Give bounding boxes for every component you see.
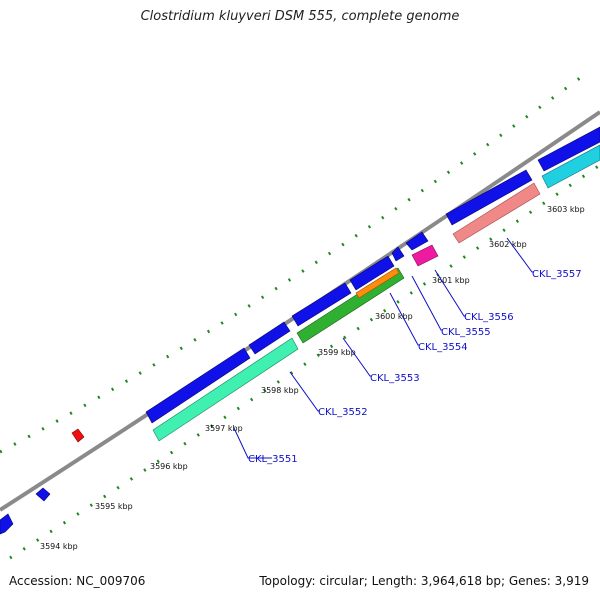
cds-arrow xyxy=(35,487,51,502)
leader-line-CKL_3551 xyxy=(233,427,272,459)
leader-line-CKL_3554 xyxy=(389,292,420,346)
tick-label: 3603 kbp xyxy=(547,205,585,214)
forward-strand-cds xyxy=(0,126,600,535)
tick-label: 3596 kbp xyxy=(150,462,188,471)
gene-label-CKL_3555: CKL_3555 xyxy=(441,327,491,338)
gene-label-CKL_3557: CKL_3557 xyxy=(532,269,582,280)
cds-arrow xyxy=(391,246,405,262)
gene-bar-CKL_3557 xyxy=(452,182,541,244)
tick-labels: 3594 kbp 3595 kbp 3596 kbp 3597 kbp 3598… xyxy=(40,205,585,551)
genome-summary: Topology: circular; Length: 3,964,618 bp… xyxy=(259,574,589,588)
leader-line-CKL_3553 xyxy=(342,337,372,377)
cds-arrow xyxy=(145,347,251,424)
gene-label-CKL_3553: CKL_3553 xyxy=(370,373,420,384)
leader-line-CKL_3552 xyxy=(289,371,320,412)
leader-line-CKL_3556 xyxy=(434,269,466,317)
inner-tick-arc xyxy=(9,163,600,560)
tick-label: 3601 kbp xyxy=(432,276,470,285)
cds-arrow xyxy=(349,255,395,291)
leader-line-CKL_3557 xyxy=(506,237,534,273)
cds-arrow xyxy=(445,169,533,226)
gene-label-CKL_3552: CKL_3552 xyxy=(318,407,368,418)
map-title: Clostridium kluyveri DSM 555, complete g… xyxy=(140,9,460,24)
red-marker xyxy=(71,428,85,443)
accession-label: Accession: NC_009706 xyxy=(9,574,146,588)
gene-label-CKL_3551: CKL_3551 xyxy=(248,454,298,465)
cds-arrow xyxy=(0,513,14,535)
gene-label-CKL_3556: CKL_3556 xyxy=(464,312,514,323)
cds-arrow xyxy=(405,231,429,251)
cds-arrow xyxy=(291,282,352,327)
leader-line-CKL_3555 xyxy=(411,275,443,331)
cyan-feature-bar xyxy=(541,144,600,189)
tick-label: 3594 kbp xyxy=(40,542,78,551)
tick-label: 3595 kbp xyxy=(95,502,133,511)
cds-arrow xyxy=(537,126,600,172)
genome-backbone xyxy=(0,110,600,512)
tick-label: 3602 kbp xyxy=(489,240,527,249)
gene-label-CKL_3554: CKL_3554 xyxy=(418,342,468,353)
gene-labels: CKL_3551 CKL_3552 CKL_3553 CKL_3554 CKL_… xyxy=(248,269,582,465)
gene-leader-lines xyxy=(233,237,534,459)
outer-tick-arc xyxy=(0,76,581,454)
tick-label: 3600 kbp xyxy=(375,312,413,321)
cds-arrow xyxy=(248,321,291,355)
tick-label: 3598 kbp xyxy=(261,386,299,395)
colored-features xyxy=(71,144,600,443)
tick-label: 3599 kbp xyxy=(318,348,356,357)
tick-label: 3597 kbp xyxy=(205,424,243,433)
gene-bar-CKL_3554 xyxy=(355,267,400,299)
gene-bar-CKL_3551 xyxy=(152,337,299,442)
gene-bar-CKL_3556 xyxy=(411,244,439,267)
